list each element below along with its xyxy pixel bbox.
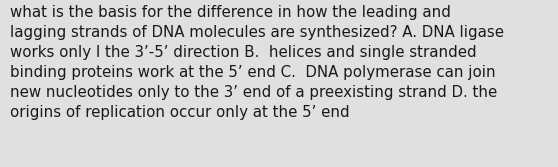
Text: what is the basis for the difference in how the leading and
lagging strands of D: what is the basis for the difference in … xyxy=(10,5,504,120)
